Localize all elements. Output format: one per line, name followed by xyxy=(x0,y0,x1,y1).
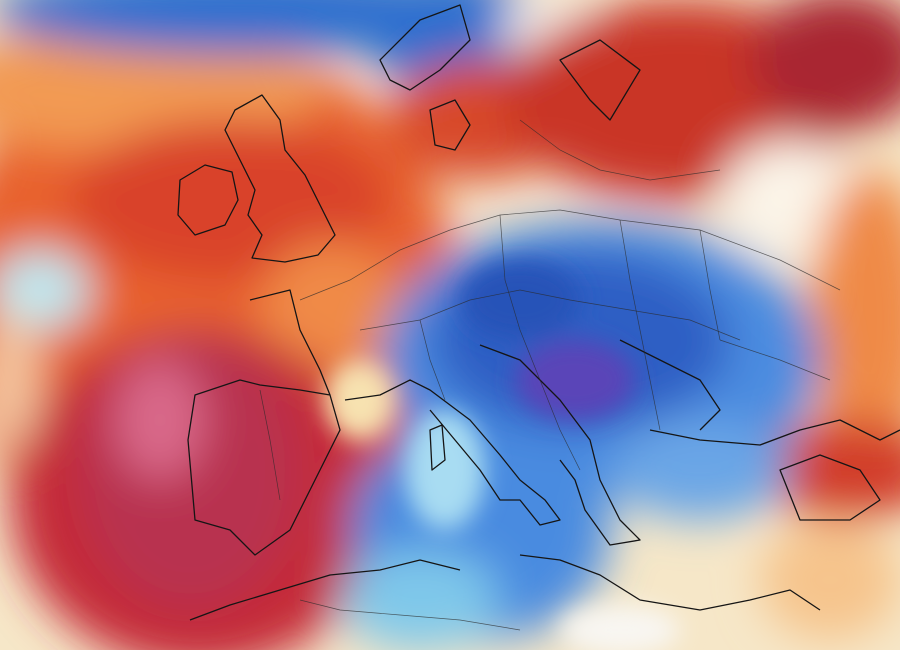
coastlines xyxy=(177,4,900,621)
country-borders xyxy=(259,119,841,631)
